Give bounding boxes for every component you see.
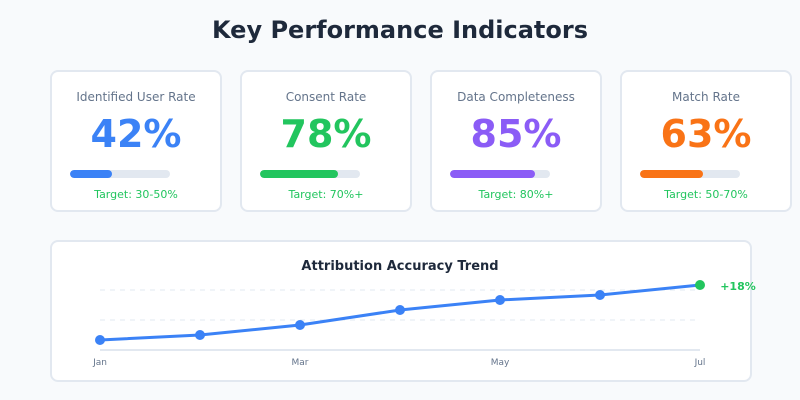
page-title: Key Performance Indicators	[212, 16, 588, 44]
kpi-value: 63%	[660, 112, 752, 156]
chart-title: Attribution Accuracy Trend	[301, 259, 498, 274]
trend-annotation: +18%	[720, 280, 756, 293]
kpi-progress-fill	[70, 170, 112, 178]
kpi-progress-bar	[640, 170, 740, 178]
x-tick-label: Jul	[694, 358, 706, 368]
kpi-value: 85%	[470, 112, 562, 156]
data-point	[595, 290, 605, 300]
data-point	[295, 320, 305, 330]
data-point	[195, 330, 205, 340]
kpi-card: Consent Rate 78% Target: 70%+	[240, 70, 412, 212]
x-tick-label: Jan	[92, 358, 107, 368]
kpi-label: Data Completeness	[457, 90, 575, 104]
kpi-progress-bar	[70, 170, 170, 178]
kpi-progress-bar	[260, 170, 360, 178]
data-point	[395, 305, 405, 315]
kpi-target: Target: 30-50%	[94, 188, 178, 201]
kpi-progress-bar	[450, 170, 550, 178]
kpi-target: Target: 50-70%	[664, 188, 748, 201]
kpi-label: Identified User Rate	[76, 90, 196, 104]
kpi-progress-fill	[640, 170, 703, 178]
kpi-card: Match Rate 63% Target: 50-70%	[620, 70, 792, 212]
kpi-label: Match Rate	[672, 90, 740, 104]
data-point	[95, 335, 105, 345]
x-tick-label: May	[491, 358, 510, 368]
kpi-value: 42%	[90, 112, 182, 156]
data-point	[695, 280, 705, 290]
kpi-card: Identified User Rate 42% Target: 30-50%	[50, 70, 222, 212]
kpi-target: Target: 70%+	[288, 188, 364, 201]
kpi-card: Data Completeness 85% Target: 80%+	[430, 70, 602, 212]
x-tick-label: Mar	[292, 358, 309, 368]
kpi-progress-fill	[260, 170, 338, 178]
kpi-progress-fill	[450, 170, 535, 178]
data-point	[495, 295, 505, 305]
kpi-target: Target: 80%+	[478, 188, 554, 201]
kpi-value: 78%	[280, 112, 372, 156]
kpi-label: Consent Rate	[285, 90, 367, 104]
